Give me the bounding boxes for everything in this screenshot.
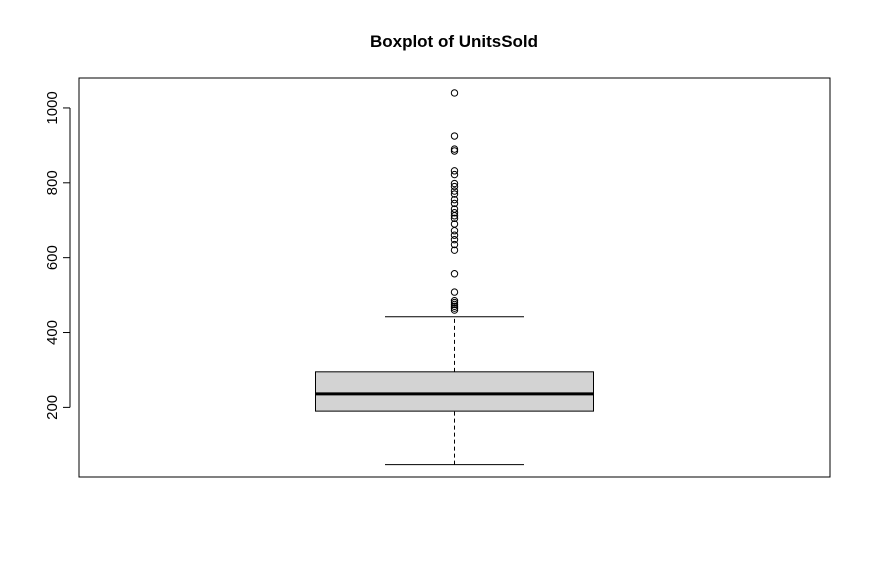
outlier-points [450,89,459,314]
outlier-point [450,179,459,188]
outlier-point [450,147,459,155]
outlier-point [450,227,459,235]
outlier-point [450,302,459,311]
outlier-point [450,270,459,278]
outlier-point [450,132,459,140]
plot-frame [78,77,831,478]
outlier-point [450,167,459,175]
outlier-point [450,300,459,309]
y-tick-label: 1000 [44,91,61,124]
outlier-point [450,145,459,153]
y-tick-label: 400 [44,320,61,345]
y-tick-label: 200 [44,395,61,420]
outlier-point [450,199,459,208]
chart-title: Boxplot of UnitsSold [370,32,538,51]
outlier-point [450,187,459,195]
outlier-point [450,190,459,198]
interquartile-box [315,371,594,412]
outlier-point [450,240,459,249]
outlier-point [450,220,459,228]
boxplot-group [315,316,594,466]
outlier-point [450,214,459,223]
outlier-point [450,195,459,204]
y-tick-label: 800 [44,170,61,195]
outlier-point [450,288,459,296]
outlier-point [450,235,459,244]
outlier-point [450,246,459,254]
y-tick-label: 600 [44,245,61,270]
outlier-point [450,297,459,305]
outlier-point [450,89,459,97]
y-axis-ticks: 200 400 600 800 1000 [44,91,70,420]
outlier-point [450,304,459,312]
outlier-point [450,170,459,179]
outlier-point [450,298,459,307]
outlier-point [450,182,459,191]
outlier-point [450,209,459,217]
outlier-point [450,306,459,314]
outlier-point [450,205,459,213]
outlier-point [450,231,459,239]
